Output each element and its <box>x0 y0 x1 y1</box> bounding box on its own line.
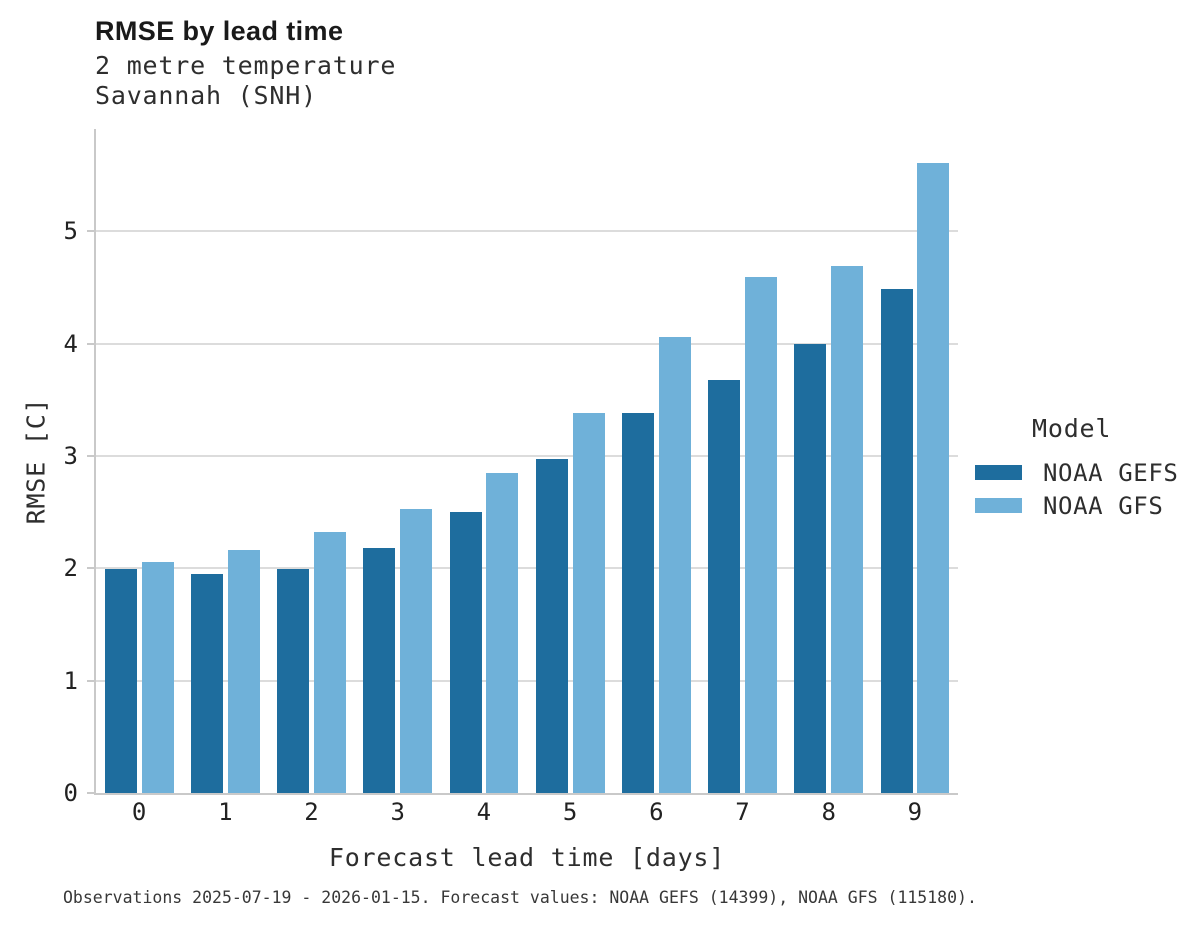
legend-item-noaa-gefs: NOAA GEFS <box>975 456 1178 489</box>
bar-noaa-gefs-lead-1 <box>190 573 223 793</box>
legend: Model NOAA GEFS NOAA GFS <box>975 414 1178 522</box>
y-gridline <box>96 454 958 457</box>
y-tick-label: 3 <box>63 441 78 470</box>
x-tick-label: 1 <box>218 798 233 826</box>
bar-noaa-gfs-lead-6 <box>658 336 691 793</box>
legend-items: NOAA GEFS NOAA GFS <box>975 456 1178 522</box>
bar-noaa-gfs-lead-5 <box>572 413 605 793</box>
bar-noaa-gfs-lead-3 <box>400 508 433 793</box>
chart-subtitle-line-1: 2 metre temperature <box>95 51 397 80</box>
bar-noaa-gfs-lead-4 <box>486 472 519 793</box>
y-tick-label: 1 <box>63 666 78 695</box>
y-tick-mark <box>87 792 94 794</box>
y-gridline <box>96 342 958 345</box>
x-tick-label: 7 <box>735 798 750 826</box>
bar-noaa-gefs-lead-3 <box>363 548 396 793</box>
bar-noaa-gefs-lead-2 <box>277 569 310 793</box>
bar-noaa-gfs-lead-0 <box>141 561 174 793</box>
y-axis-label: RMSE [C] <box>21 397 51 525</box>
bar-noaa-gfs-lead-8 <box>831 266 864 793</box>
x-tick-label: 0 <box>131 798 147 826</box>
bar-noaa-gfs-lead-7 <box>744 277 777 793</box>
y-tick-mark <box>87 454 94 457</box>
footer-note: Observations 2025-07-19 - 2026-01-15. Fo… <box>63 888 977 907</box>
y-gridline <box>96 567 958 570</box>
bar-noaa-gefs-lead-9 <box>880 288 913 793</box>
x-tick-label: 3 <box>390 798 405 826</box>
y-tick-label: 4 <box>63 329 78 358</box>
plot-area: Forecast lead time [days] 0 1 2 3 4 5 0 1 2 3 4 5 6 7… <box>64 129 958 872</box>
bar-noaa-gefs-lead-4 <box>449 512 482 793</box>
x-tick-label: 6 <box>649 798 664 826</box>
y-tick-mark <box>87 230 94 233</box>
y-tick-label: 5 <box>63 217 78 246</box>
y-tick-label: 2 <box>63 554 78 583</box>
y-tick-mark <box>87 567 94 570</box>
x-tick-label: 4 <box>476 798 492 826</box>
x-axis-label: Forecast lead time [days] <box>328 843 726 872</box>
x-tick-label: 5 <box>562 798 578 826</box>
bar-noaa-gefs-lead-8 <box>794 343 827 793</box>
y-gridline <box>96 679 958 682</box>
bar-noaa-gfs-lead-1 <box>227 550 260 793</box>
bar-noaa-gefs-lead-5 <box>535 459 568 793</box>
chart-title: RMSE by lead time <box>95 16 344 46</box>
bar-noaa-gfs-lead-9 <box>917 162 950 793</box>
y-tick-mark <box>87 342 94 345</box>
bar-noaa-gfs-lead-2 <box>313 532 346 793</box>
legend-label-noaa-gefs: NOAA GEFS <box>1043 458 1179 487</box>
x-tick-label: 8 <box>821 798 836 826</box>
legend-swatch-noaa-gefs <box>975 465 1022 480</box>
legend-label-noaa-gfs: NOAA GFS <box>1043 491 1164 520</box>
legend-title: Model <box>1032 414 1112 443</box>
chart-subtitle-line-2: Savannah (SNH) <box>95 81 317 110</box>
bar-noaa-gefs-lead-6 <box>621 413 654 793</box>
legend-swatch-noaa-gfs <box>975 498 1022 513</box>
y-gridline <box>96 230 958 233</box>
bar-noaa-gefs-lead-7 <box>708 379 741 793</box>
y-tick-label: 0 <box>63 779 78 807</box>
x-tick-label: 2 <box>304 798 319 826</box>
y-tick-mark <box>87 679 94 682</box>
chart-subtitle: 2 metre temperature Savannah (SNH) <box>95 51 396 111</box>
x-tick-label: 9 <box>907 798 923 826</box>
legend-item-noaa-gfs: NOAA GFS <box>975 489 1178 522</box>
bar-noaa-gefs-lead-0 <box>104 569 137 793</box>
